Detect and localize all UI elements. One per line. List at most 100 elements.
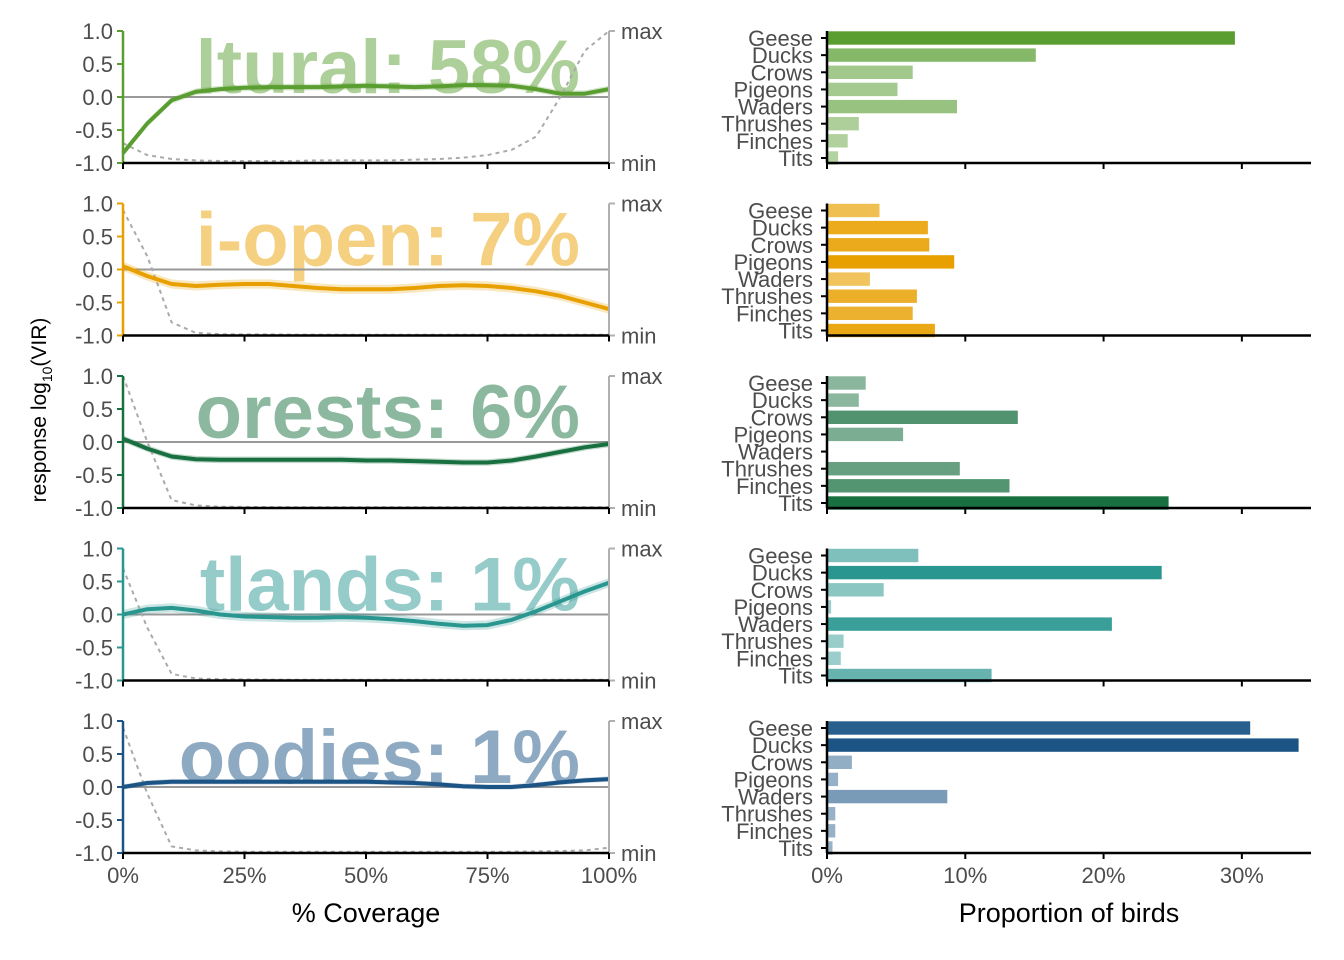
bar-geese xyxy=(827,548,919,563)
category-label-pigeons: Pigeons xyxy=(733,250,813,275)
category-label-finches: Finches xyxy=(736,301,813,326)
bar-crows xyxy=(827,755,852,769)
category-label-geese: Geese xyxy=(748,26,813,51)
secondary-tick-label-min: min xyxy=(621,151,656,176)
category-label-geese: Geese xyxy=(748,371,813,396)
x-tick-label: 20% xyxy=(1082,863,1126,888)
response-line xyxy=(122,264,610,312)
line-panels: ltural: 58%1.00.50.0-0.5-1.0maxmini-open… xyxy=(75,19,662,888)
y-tick-label: -1.0 xyxy=(75,324,113,349)
bar-ducks xyxy=(827,48,1036,62)
y-tick-label: -0.5 xyxy=(75,636,113,661)
bar-tits xyxy=(827,151,839,165)
response-line xyxy=(121,83,610,155)
panel-label-wetlands: tlands: 1% xyxy=(200,543,580,628)
left-x-axis-title: % Coverage xyxy=(292,898,441,928)
category-label-thrushes: Thrushes xyxy=(721,112,813,137)
coverage-distribution-line xyxy=(122,30,610,162)
bar-pigeons xyxy=(827,255,955,269)
y-tick-label: 0.0 xyxy=(82,85,113,110)
y-axis-title: response log10(VIR) xyxy=(28,318,55,503)
bar-tits xyxy=(827,841,833,855)
bar-waders xyxy=(827,272,870,286)
x-tick-label: 0% xyxy=(107,863,139,888)
category-label-tits: Tits xyxy=(778,664,813,689)
category-label-geese: Geese xyxy=(748,716,813,741)
bar-waders xyxy=(827,789,948,804)
bar-waders xyxy=(827,99,957,114)
category-label-ducks: Ducks xyxy=(752,733,813,758)
bar-waders xyxy=(827,617,1112,631)
secondary-tick-label-min: min xyxy=(621,324,656,349)
category-label-geese: Geese xyxy=(748,544,813,569)
bar-crows xyxy=(827,65,913,79)
bar-finches xyxy=(827,479,1010,493)
y-tick-label: -0.5 xyxy=(75,118,113,143)
bar-panel-agricultural: GeeseDucksCrowsPigeonsWadersThrushesFinc… xyxy=(721,26,1311,171)
bar-thrushes xyxy=(827,634,844,648)
bar-geese xyxy=(827,376,866,390)
bar-ducks xyxy=(827,393,859,407)
category-label-ducks: Ducks xyxy=(752,388,813,413)
bar-thrushes xyxy=(827,289,917,303)
bar-geese xyxy=(827,721,1251,735)
y-tick-label: 1.0 xyxy=(82,709,113,734)
x-tick-label: 25% xyxy=(222,863,266,888)
secondary-tick-label-max: max xyxy=(621,19,663,44)
y-tick-label: 0.0 xyxy=(82,430,113,455)
secondary-tick-label-min: min xyxy=(621,841,656,866)
line-panel-semi-open: i-open: 7% 1.0 0.5 0.0 -0.5 -1.0 max min xyxy=(75,192,662,349)
category-label-waders: Waders xyxy=(738,267,813,292)
secondary-tick-label-max: max xyxy=(621,192,663,217)
bar-pigeons xyxy=(827,427,904,442)
bar-panel-forests: GeeseDucksCrowsPigeonsWadersThrushesFinc… xyxy=(721,371,1311,516)
bar-crows xyxy=(827,583,884,597)
bar-ducks xyxy=(827,220,928,235)
category-label-thrushes: Thrushes xyxy=(721,802,813,827)
category-label-pigeons: Pigeons xyxy=(733,422,813,447)
category-label-waders: Waders xyxy=(738,95,813,120)
category-label-tits: Tits xyxy=(778,319,813,344)
bar-tits xyxy=(827,323,935,338)
bar-finches xyxy=(827,824,836,838)
bar-panel-semi-open: GeeseDucksCrowsPigeonsWadersThrushesFinc… xyxy=(721,199,1311,344)
y-tick-label: -1.0 xyxy=(75,841,113,866)
bar-thrushes xyxy=(827,117,859,131)
y-tick-label: -0.5 xyxy=(75,808,113,833)
category-label-ducks: Ducks xyxy=(752,216,813,241)
y-tick-label: -1.0 xyxy=(75,496,113,521)
category-label-geese: Geese xyxy=(748,199,813,224)
secondary-tick-label-max: max xyxy=(621,537,663,562)
y-tick-label: 1.0 xyxy=(82,19,113,44)
x-tick-label: 10% xyxy=(943,863,987,888)
category-label-pigeons: Pigeons xyxy=(733,767,813,792)
category-label-finches: Finches xyxy=(736,646,813,671)
bar-tits xyxy=(827,668,992,683)
x-tick-label: 0% xyxy=(811,863,843,888)
y-tick-label: 0.5 xyxy=(82,397,113,422)
bar-pigeons xyxy=(827,600,832,614)
category-label-tits: Tits xyxy=(778,836,813,861)
response-line xyxy=(122,777,610,789)
y-tick-label: -1.0 xyxy=(75,669,113,694)
bar-finches xyxy=(827,651,841,665)
bar-pigeons xyxy=(827,772,839,787)
y-tick-label: 0.5 xyxy=(82,742,113,767)
x-tick-label: 75% xyxy=(465,863,509,888)
right-x-axis-title: Proportion of birds xyxy=(959,898,1180,928)
category-label-tits: Tits xyxy=(778,146,813,171)
category-label-waders: Waders xyxy=(738,785,813,810)
y-tick-label: 1.0 xyxy=(82,537,113,562)
bar-geese xyxy=(827,31,1235,45)
panel-label-agricultural: ltural: 58% xyxy=(196,25,580,110)
y-tick-label: 0.5 xyxy=(82,52,113,77)
bar-ducks xyxy=(827,565,1162,580)
panel-label-forests: orests: 6% xyxy=(196,370,580,455)
y-tick-label: 0.0 xyxy=(82,603,113,628)
category-label-pigeons: Pigeons xyxy=(733,77,813,102)
category-label-finches: Finches xyxy=(736,819,813,844)
category-label-ducks: Ducks xyxy=(752,43,813,68)
y-tick-label: 0.0 xyxy=(82,775,113,800)
